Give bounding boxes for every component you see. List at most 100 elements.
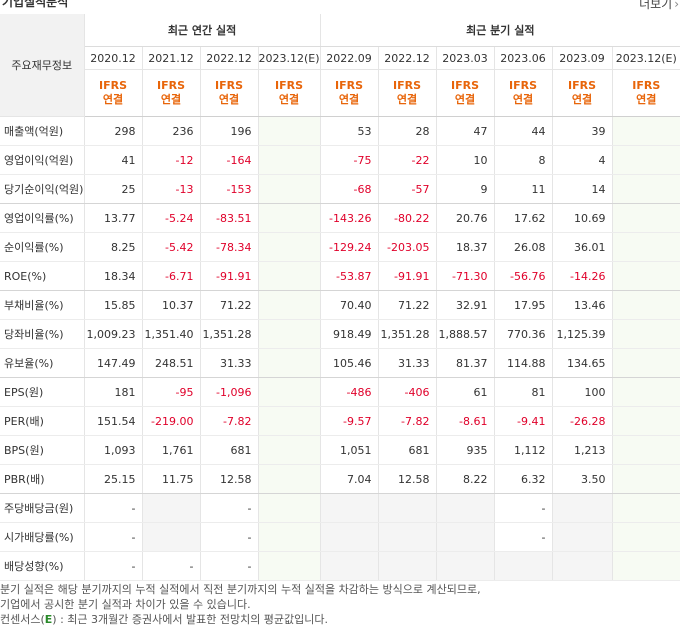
- row-label: 당좌비율(%): [0, 319, 85, 349]
- annual-period-header: 2020.12: [84, 46, 143, 70]
- basis-label: IFRS 연결: [319, 69, 379, 117]
- quarterly-value-cell: 32.91: [436, 290, 495, 320]
- quarterly-value-cell: 14: [552, 174, 613, 204]
- quarterly-value-cell: [612, 348, 681, 378]
- quarterly-value-cell: -75: [319, 145, 379, 175]
- basis-label: IFRS 연결: [378, 69, 437, 117]
- annual-value-cell: [258, 464, 321, 494]
- annual-value-cell: 1,351.28: [200, 319, 259, 349]
- annual-period-header: 2023.12(E): [258, 46, 321, 70]
- quarterly-value-cell: -56.76: [494, 261, 553, 291]
- annual-value-cell: [258, 232, 321, 262]
- basis-scope: 연결: [278, 93, 300, 106]
- annual-value-cell: 236: [142, 116, 201, 146]
- quarterly-value-cell: -9.57: [319, 406, 379, 436]
- quarterly-value-cell: 20.76: [436, 203, 495, 233]
- annual-value-cell: 151.54: [84, 406, 143, 436]
- basis-scope: 연결: [396, 93, 418, 106]
- quarterly-value-cell: 1,051: [319, 435, 379, 465]
- basis-standard: IFRS: [568, 79, 597, 92]
- table-row: 당좌비율(%) 1,009.23 1,351.40 1,351.28 918.49 1,3…: [0, 319, 681, 349]
- footnote-consensus-prefix: 컨센서스(: [0, 613, 45, 626]
- annual-value-cell: 681: [200, 435, 259, 465]
- annual-value-cell: 41: [84, 145, 143, 175]
- quarterly-value-cell: [612, 493, 681, 523]
- quarterly-value-cell: 81: [494, 377, 553, 407]
- financial-summary-table: 주요재무정보 최근 연간 실적 최근 분기 실적 2020.12 2021.12 2…: [0, 14, 681, 581]
- annual-value-cell: 18.34: [84, 261, 143, 291]
- basis-label: IFRS 연결: [258, 69, 321, 117]
- quarterly-value-cell: [378, 551, 437, 581]
- basis-label: IFRS 연결: [612, 69, 681, 117]
- quarterly-value-cell: -14.26: [552, 261, 613, 291]
- quarterly-value-cell: [612, 290, 681, 320]
- section-title: 기업실적분석: [2, 0, 69, 9]
- quarterly-value-cell: [612, 261, 681, 291]
- quarterly-value-cell: [378, 493, 437, 523]
- annual-value-cell: [142, 493, 201, 523]
- annual-value-cell: -: [84, 493, 143, 523]
- quarterly-value-cell: [612, 203, 681, 233]
- quarterly-value-cell: 681: [378, 435, 437, 465]
- quarterly-value-cell: [612, 435, 681, 465]
- annual-value-cell: 15.85: [84, 290, 143, 320]
- quarterly-period-header: 2023.03: [436, 46, 495, 70]
- quarterly-value-cell: 4: [552, 145, 613, 175]
- table-row: 매출액(억원) 298 236 196 53 28 47 44 39: [0, 116, 681, 146]
- annual-value-cell: [258, 319, 321, 349]
- annual-value-cell: [258, 493, 321, 523]
- basis-scope: 연결: [160, 93, 182, 106]
- quarterly-value-cell: -143.26: [319, 203, 379, 233]
- quarterly-value-cell: [436, 551, 495, 581]
- quarterly-value-cell: [612, 145, 681, 175]
- quarterly-group-title: 최근 분기 실적: [319, 14, 681, 47]
- row-label: BPS(원): [0, 435, 85, 465]
- quarterly-value-cell: -: [494, 522, 553, 552]
- annual-value-cell: -5.24: [142, 203, 201, 233]
- annual-value-cell: 196: [200, 116, 259, 146]
- quarterly-value-cell: 1,888.57: [436, 319, 495, 349]
- annual-value-cell: [258, 377, 321, 407]
- quarterly-value-cell: [612, 116, 681, 146]
- quarterly-value-cell: 114.88: [494, 348, 553, 378]
- quarterly-value-cell: [552, 551, 613, 581]
- table-row: 배당성향(%) - - -: [0, 551, 681, 581]
- basis-standard: IFRS: [393, 79, 422, 92]
- quarterly-value-cell: 9: [436, 174, 495, 204]
- basis-standard: IFRS: [335, 79, 364, 92]
- quarterly-value-cell: [436, 522, 495, 552]
- basis-label: IFRS 연결: [494, 69, 553, 117]
- annual-value-cell: 11.75: [142, 464, 201, 494]
- basis-scope: 연결: [512, 93, 534, 106]
- annual-value-cell: 298: [84, 116, 143, 146]
- quarterly-value-cell: -57: [378, 174, 437, 204]
- quarterly-value-cell: 3.50: [552, 464, 613, 494]
- quarterly-value-cell: 44: [494, 116, 553, 146]
- basis-label: IFRS 연결: [552, 69, 613, 117]
- row-label: 당기순이익(억원): [0, 174, 85, 204]
- row-label: 영업이익(억원): [0, 145, 85, 175]
- annual-group-title: 최근 연간 실적: [84, 14, 321, 47]
- footnote-line-2: 기업에서 공시한 분기 실적과 차이가 있을 수 있습니다.: [0, 598, 251, 611]
- table-row: 부채비율(%) 15.85 10.37 71.22 70.40 71.22 32.91 17.…: [0, 290, 681, 320]
- quarterly-value-cell: 11: [494, 174, 553, 204]
- period-header-row: 2020.12 2021.12 2022.12 2023.12(E) 2022.09 20…: [0, 46, 681, 70]
- quarterly-value-cell: 61: [436, 377, 495, 407]
- quarterly-value-cell: 17.62: [494, 203, 553, 233]
- footnote-consensus-text: ) : 최근 3개월간 증권사에서 발표한 전망치의 평균값입니다.: [52, 613, 329, 626]
- annual-value-cell: [258, 203, 321, 233]
- footnote-consensus-mark: E: [44, 613, 53, 626]
- quarterly-value-cell: 1,125.39: [552, 319, 613, 349]
- more-link[interactable]: 더보기: [639, 0, 679, 12]
- quarterly-value-cell: 935: [436, 435, 495, 465]
- annual-value-cell: -6.71: [142, 261, 201, 291]
- annual-value-cell: -7.82: [200, 406, 259, 436]
- annual-value-cell: -5.42: [142, 232, 201, 262]
- quarterly-period-header: 2023.12(E): [612, 46, 681, 70]
- quarterly-period-header: 2023.06: [494, 46, 553, 70]
- quarterly-value-cell: -91.91: [378, 261, 437, 291]
- annual-value-cell: 1,351.40: [142, 319, 201, 349]
- basis-standard: IFRS: [509, 79, 538, 92]
- table-row: ROE(%) 18.34 -6.71 -91.91 -53.87 -91.91 -71.30…: [0, 261, 681, 291]
- annual-value-cell: [258, 174, 321, 204]
